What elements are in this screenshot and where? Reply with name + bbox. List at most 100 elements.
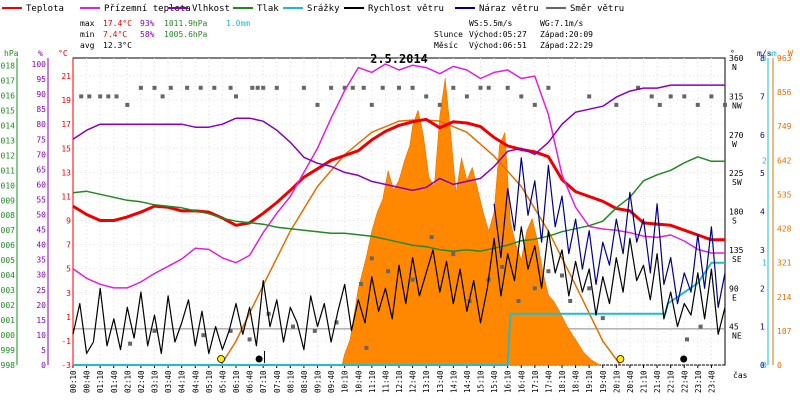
y-axis-unit-hum: %: [38, 49, 43, 58]
plot-area: [72, 63, 727, 366]
y-tick-label-temp: 7: [66, 241, 71, 250]
x-tick-label: 09:40: [327, 370, 336, 393]
y-tick-label-hum: 85: [36, 105, 46, 114]
y-tick-label-temp: 17: [61, 120, 71, 129]
stats-moonset: Západ:22:29: [540, 41, 593, 50]
y-tick-label-direction-name: S: [732, 217, 737, 226]
stats-max-humidity: 93%: [140, 19, 155, 28]
wind-direction-point: [152, 328, 157, 333]
legend: Teplota Přízemní teplota Vlhkost Tlak Sr…: [2, 4, 624, 14]
legend-label-wind-speed: Rychlost větru: [368, 4, 444, 14]
y-tick-label-rain: 0: [762, 361, 767, 370]
wind-direction-point: [369, 102, 374, 107]
wind-direction-point: [301, 85, 306, 90]
x-tick-label: 14:10: [449, 370, 458, 393]
wind-direction-point: [79, 94, 84, 99]
x-tick-label: 00:40: [83, 370, 92, 393]
stats-panel: max 17.4°C 93% 1011.9hPa 1.0mm min 7.4°C…: [80, 19, 593, 50]
stats-max-label: max: [80, 19, 95, 28]
wind-direction-point: [250, 85, 255, 90]
wind-direction-point: [424, 94, 429, 99]
stats-max-temp: 17.4°C: [103, 19, 132, 28]
stats-ws: WS:5.5m/s: [469, 19, 513, 28]
y-tick-label-temp: 21: [61, 72, 71, 81]
stats-avg-temp: 12.3°C: [103, 41, 132, 50]
x-tick-label: 10:10: [341, 370, 350, 393]
y-tick-label-solar: 749: [777, 122, 792, 131]
y-tick-label-hum: 30: [36, 271, 46, 280]
wind-direction-point: [106, 94, 111, 99]
y-tick-label-wind: 1: [760, 323, 765, 332]
x-tick-label: 09:10: [314, 370, 323, 393]
x-tick-label: 04:40: [191, 370, 200, 393]
y-tick-label-temp: -1: [61, 337, 71, 346]
x-tick-label: 02:40: [137, 370, 146, 393]
legend-label-temp: Teplota: [26, 4, 64, 14]
x-tick-label: 06:40: [246, 370, 255, 393]
wind-direction-point: [546, 269, 551, 274]
moonrise-marker: [255, 355, 263, 363]
y-tick-label-direction-name: N: [732, 63, 737, 72]
wind-direction-point: [198, 85, 203, 90]
wind-direction-point: [201, 333, 206, 338]
y-tick-label-direction: 180: [729, 208, 744, 217]
y-tick-label-wind: 4: [760, 208, 765, 217]
wind-direction-point: [587, 286, 592, 291]
wind-direction-point: [359, 282, 363, 286]
y-tick-label-direction-name: NW: [732, 101, 742, 110]
wind-direction-point: [228, 85, 233, 90]
y-tick-label-temp: 11: [61, 192, 71, 201]
wind-direction-point: [532, 286, 537, 291]
wind-direction-point: [709, 94, 714, 99]
y-tick-label-direction-name: SE: [732, 255, 742, 264]
x-tick-label: 08:40: [300, 370, 309, 393]
wind-direction-point: [369, 256, 374, 261]
y-axis-unit-direction: °: [730, 49, 735, 58]
y-tick-label-temp: 13: [61, 168, 71, 177]
y-tick-label-temp: -3: [61, 361, 71, 370]
y-tick-label-hum: 65: [36, 165, 46, 174]
y-axis-unit-temp: °C: [58, 49, 68, 58]
wind-direction-point: [128, 341, 133, 346]
y-tick-label-hum: 90: [36, 90, 46, 99]
moonset-marker: [680, 355, 688, 363]
stats-moon-label: Měsíc: [434, 41, 458, 50]
legend-label-pressure: Tlak: [257, 4, 279, 14]
y-tick-label-temp: 1: [66, 313, 71, 322]
wind-direction-point: [532, 102, 537, 107]
x-tick-label: 08:10: [286, 370, 295, 393]
y-tick-label-hum: 25: [36, 286, 46, 295]
x-tick-label: 22:40: [680, 370, 689, 393]
y-tick-label-solar: 642: [777, 156, 792, 165]
sunset-marker: [616, 355, 625, 363]
wind-direction-point: [649, 94, 654, 99]
wind-direction-point: [410, 85, 415, 90]
wind-direction-point: [168, 85, 173, 90]
wind-direction-point: [228, 328, 233, 333]
wind-direction-point: [560, 273, 564, 278]
wind-direction-point: [429, 235, 434, 240]
y-axis-unit-wind: m/s: [757, 49, 772, 58]
wind-direction-point: [451, 85, 456, 90]
y-axis-unit-rain: mm: [767, 49, 777, 58]
y-tick-label-rain: 2: [762, 156, 767, 165]
wind-direction-point: [98, 94, 103, 99]
x-tick-label: 05:10: [205, 370, 214, 393]
wind-direction-point: [125, 102, 130, 107]
stats-min-label: min: [80, 30, 95, 39]
y-tick-label-hum: 50: [36, 211, 46, 220]
y-tick-label-direction: 45: [729, 323, 739, 332]
y-tick-label-press: 998: [1, 361, 16, 370]
wind-direction-point: [350, 85, 355, 90]
y-tick-label-hum: 60: [36, 180, 46, 189]
y-tick-label-hum: 45: [36, 226, 46, 235]
y-tick-label-direction: 270: [729, 131, 744, 140]
